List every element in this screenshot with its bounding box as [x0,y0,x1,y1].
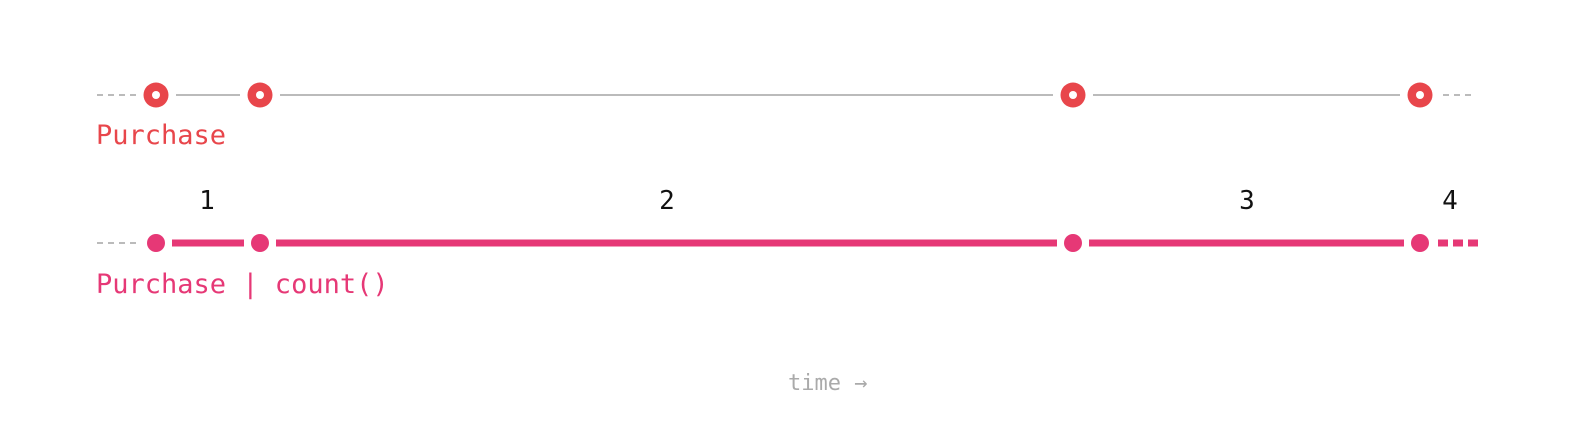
count-change-dot-4 [1411,234,1429,252]
count-stream-label: Purchase | count() [96,269,389,300]
count-value-1: 1 [199,186,215,216]
count-change-dot-3 [1064,234,1082,252]
count-change-dot-1 [147,234,165,252]
count-change-dot-2 [251,234,269,252]
event-marker-center-4 [1416,91,1424,99]
time-axis-label: time → [788,371,868,396]
count-value-3: 3 [1239,186,1255,216]
event-marker-center-1 [152,91,160,99]
event-marker-center-3 [1069,91,1077,99]
count-value-4: 4 [1442,186,1458,216]
event-marker-center-2 [256,91,264,99]
count-value-2: 2 [659,186,675,216]
event-stream-label: Purchase [96,120,227,151]
